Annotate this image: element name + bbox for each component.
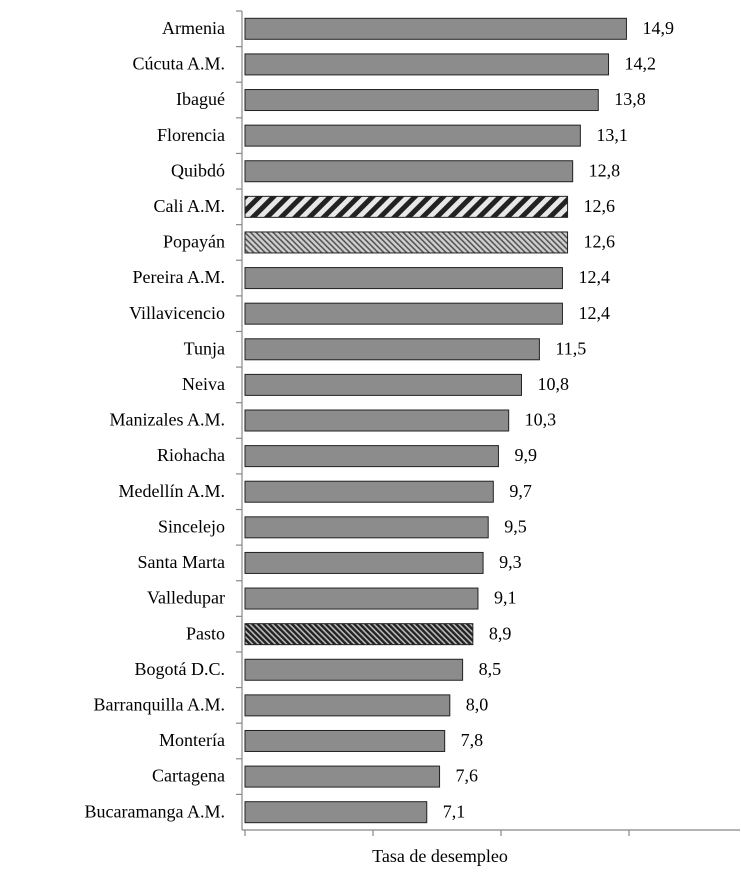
value-label: 12,8 <box>589 160 621 180</box>
bar <box>244 658 464 681</box>
bar <box>244 623 474 646</box>
bar <box>244 587 479 610</box>
bar <box>244 89 599 112</box>
bar <box>244 480 494 503</box>
value-label: 9,9 <box>514 445 537 465</box>
bar <box>244 694 451 717</box>
bar <box>244 267 563 290</box>
y-tick-label: Quibdó <box>171 160 225 180</box>
value-label: 9,1 <box>494 588 516 608</box>
value-label: 9,7 <box>509 481 532 501</box>
y-tick-label: Villavicencio <box>129 303 225 323</box>
y-tick-label: Manizales A.M. <box>110 410 225 430</box>
y-tick-label: Ibagué <box>176 89 225 109</box>
bar <box>244 160 574 183</box>
value-label: 12,4 <box>578 303 610 323</box>
bar <box>244 17 627 40</box>
value-label: 8,9 <box>489 623 512 643</box>
bar <box>244 231 569 254</box>
bar <box>244 53 610 76</box>
value-label: 7,8 <box>461 730 484 750</box>
y-tick-label: Montería <box>159 730 225 750</box>
bar <box>244 302 563 325</box>
y-tick-label: Popayán <box>163 232 225 252</box>
y-tick-label: Santa Marta <box>138 552 225 572</box>
bar <box>244 338 540 361</box>
y-tick-label: Pasto <box>186 623 225 643</box>
value-label: 13,8 <box>614 89 646 109</box>
y-tick-label: Neiva <box>182 374 225 394</box>
y-tick-label: Bogotá D.C. <box>134 659 225 679</box>
bar <box>244 516 489 539</box>
bar <box>244 765 441 788</box>
y-tick-label: Florencia <box>157 125 225 145</box>
value-label: 10,3 <box>525 410 557 430</box>
x-axis-label: Tasa de desempleo <box>372 846 508 866</box>
value-label: 7,6 <box>456 766 479 786</box>
y-tick-label: Cali A.M. <box>153 196 225 216</box>
value-label: 12,6 <box>584 196 616 216</box>
value-label: 14,9 <box>642 18 674 38</box>
y-tick-label: Pereira A.M. <box>133 267 225 287</box>
value-label: 14,2 <box>625 54 657 74</box>
value-label: 13,1 <box>596 125 628 145</box>
bar <box>244 409 510 432</box>
value-label: 9,3 <box>499 552 521 572</box>
y-tick-label: Valledupar <box>147 588 225 608</box>
y-tick-label: Medellín A.M. <box>119 481 226 501</box>
value-label: 10,8 <box>537 374 569 394</box>
value-label: 12,6 <box>584 232 616 252</box>
y-tick-label: Barranquilla A.M. <box>94 694 225 714</box>
y-tick-label: Armenia <box>162 18 225 38</box>
value-label: 7,1 <box>443 801 466 821</box>
bar <box>244 195 569 218</box>
bar <box>244 124 581 147</box>
bar <box>244 729 446 752</box>
value-label: 9,5 <box>504 516 527 536</box>
y-tick-label: Cartagena <box>152 766 225 786</box>
bar <box>244 373 522 396</box>
value-label: 8,5 <box>479 659 502 679</box>
bar <box>244 801 428 824</box>
y-tick-label: Riohacha <box>157 445 225 465</box>
y-tick-label: Tunja <box>184 338 225 358</box>
bar <box>244 551 484 574</box>
y-tick-label: Cúcuta A.M. <box>133 54 226 74</box>
y-tick-label: Sincelejo <box>158 516 225 536</box>
value-label: 12,4 <box>578 267 610 287</box>
value-label: 8,0 <box>466 694 489 714</box>
bar <box>244 445 499 468</box>
value-label: 11,5 <box>555 338 586 358</box>
y-tick-label: Bucaramanga A.M. <box>85 801 225 821</box>
